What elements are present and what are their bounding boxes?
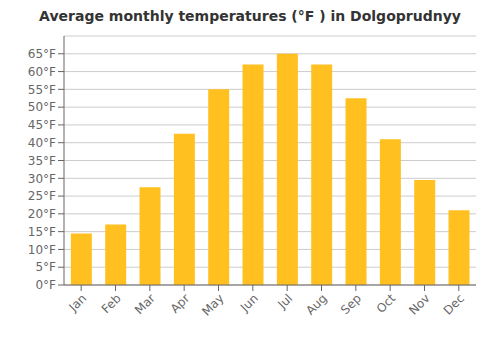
svg-text:Apr: Apr (168, 291, 193, 316)
svg-text:15°F: 15°F (28, 225, 56, 239)
html-text:Average monthly temperatures (: Average monthly temperatures (°F ) in Do… (39, 8, 461, 24)
svg-text:30°F: 30°F (28, 172, 56, 186)
svg-text:May: May (199, 291, 226, 318)
svg-text:Jul: Jul (274, 291, 295, 312)
svg-text:20°F: 20°F (28, 207, 56, 221)
svg-text:50°F: 50°F (28, 100, 56, 114)
svg-text:35°F: 35°F (28, 154, 56, 168)
svg-text:45°F: 45°F (28, 118, 56, 132)
svg-text:Feb: Feb (99, 291, 124, 316)
svg-text:10°F: 10°F (28, 243, 56, 257)
svg-text:Nov: Nov (406, 291, 432, 317)
svg-text:Jan: Jan (66, 291, 90, 315)
svg-text:Dec: Dec (441, 291, 467, 317)
svg-text:25°F: 25°F (28, 189, 56, 203)
svg-text:Oct: Oct (374, 291, 399, 316)
svg-text:40°F: 40°F (28, 136, 56, 150)
svg-text:60°F: 60°F (28, 65, 56, 79)
svg-text:Mar: Mar (132, 291, 158, 317)
svg-text:5°F: 5°F (35, 260, 56, 274)
svg-text:0°F: 0°F (35, 278, 56, 292)
svg-text:Jun: Jun (237, 291, 261, 315)
svg-text:65°F: 65°F (28, 47, 56, 61)
svg-text:Sep: Sep (338, 291, 364, 317)
svg-text:Aug: Aug (303, 291, 329, 317)
svg-text:55°F: 55°F (28, 83, 56, 97)
